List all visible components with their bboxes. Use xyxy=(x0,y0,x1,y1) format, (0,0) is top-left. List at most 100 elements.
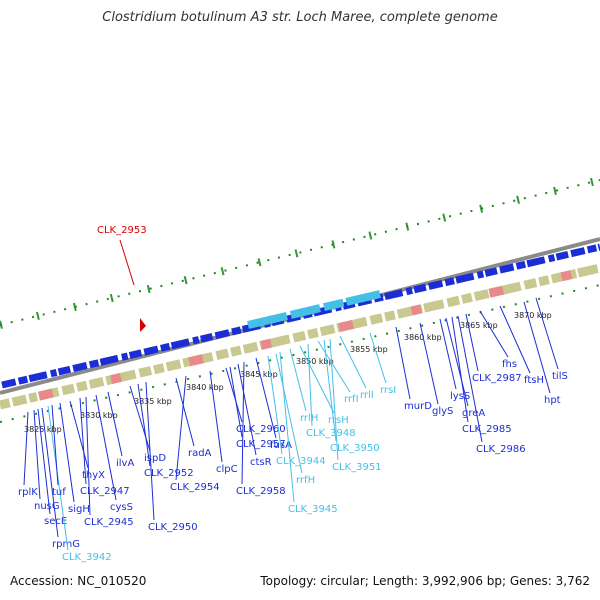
gene-leader-line xyxy=(23,411,29,486)
gene-leader-line xyxy=(175,377,195,447)
gene-label[interactable]: tuf xyxy=(52,487,66,498)
gene-leader-line xyxy=(275,353,303,474)
gene-label[interactable]: clpC xyxy=(216,464,238,475)
gene-label[interactable]: glyS xyxy=(432,406,453,417)
gene-label[interactable]: thyX xyxy=(82,470,105,481)
gene-label[interactable]: CLK_3951 xyxy=(332,462,382,473)
gene-leader-line xyxy=(451,316,469,423)
gene-label[interactable]: murD xyxy=(404,401,432,412)
gene-label[interactable]: CLK_2987 xyxy=(472,373,522,384)
gene-leader-line xyxy=(41,407,59,538)
gene-label[interactable]: CLK_3942 xyxy=(62,552,112,563)
gene-label[interactable]: CLK_2950 xyxy=(148,522,198,533)
gene-label[interactable]: CLK_3945 xyxy=(288,504,338,515)
gene-label[interactable]: CLK_2985 xyxy=(462,424,512,435)
gene-label[interactable]: radA xyxy=(188,448,212,459)
gene-label[interactable]: greA xyxy=(462,408,485,419)
gene-label[interactable]: tilS xyxy=(552,371,568,382)
gene-leader-line xyxy=(445,317,469,407)
gene-leader-line xyxy=(47,405,69,551)
gene-label[interactable]: ilvA xyxy=(116,458,134,469)
gene-label[interactable]: CLK_3944 xyxy=(276,456,326,467)
kbp-tick-label: 3850 kbp xyxy=(296,357,334,366)
gene-label[interactable]: CLK_3950 xyxy=(330,443,380,454)
gene-label[interactable]: nusG xyxy=(34,501,60,512)
gene-leader-line xyxy=(209,370,223,463)
gene-leader-line xyxy=(145,381,155,521)
gene-label[interactable]: rplK xyxy=(18,487,38,498)
gene-leader-line xyxy=(51,404,59,486)
gene-leader-line xyxy=(237,363,257,456)
gene-leader-line xyxy=(457,315,483,443)
gene-leader-line xyxy=(279,351,295,503)
accession-text: Accession: NC_010520 xyxy=(10,574,147,588)
gene-label[interactable]: CLK_2960 xyxy=(236,424,286,435)
gene-leader-line xyxy=(299,345,335,414)
gene-leader-line xyxy=(241,361,245,485)
gene-leader-line xyxy=(465,313,479,372)
gene-label[interactable]: cysS xyxy=(110,502,133,513)
kbp-tick-label: 3835 kbp xyxy=(134,397,172,406)
gene-leader-line xyxy=(339,335,367,389)
kbp-tick-label: 3840 kbp xyxy=(186,383,224,392)
outer-dotted-ring xyxy=(0,179,600,326)
gene-labels: rplKnusGsecErpmGCLK_3942tufsigHthyXCLK_2… xyxy=(18,297,568,563)
genome-summary-text: Topology: circular; Length: 3,992,906 bp… xyxy=(260,574,590,588)
cog-track-pink xyxy=(0,263,600,410)
gene-leader-line xyxy=(535,297,559,370)
gene-leader-line xyxy=(79,397,87,485)
gene-leader-line xyxy=(439,318,457,390)
gene-label[interactable]: CLK_2986 xyxy=(476,444,526,455)
gene-label[interactable]: CLK_2957 xyxy=(236,439,286,450)
gene-label[interactable]: rrsI xyxy=(380,385,396,396)
gene-label[interactable]: rpmG xyxy=(52,539,80,550)
gene-label[interactable]: ctsR xyxy=(250,457,272,468)
gene-label[interactable]: ispD xyxy=(144,453,166,464)
gene-label[interactable]: lysS xyxy=(450,391,470,402)
gene-leader-line xyxy=(307,343,313,427)
gene-leader-line xyxy=(225,367,243,423)
gene-leader-line xyxy=(329,338,339,461)
gene-label[interactable]: rrlH xyxy=(300,413,318,424)
cog-track xyxy=(0,263,600,410)
gene-leader-line xyxy=(499,305,531,374)
kbp-tick-label: 3865 kbp xyxy=(460,321,498,330)
gene-leader-line xyxy=(107,391,123,457)
gene-label[interactable]: ftsH xyxy=(524,375,544,386)
gene-label[interactable]: CLK_2945 xyxy=(84,517,134,528)
inner-dotted-ring xyxy=(0,284,600,423)
gene-label[interactable]: CLK_2954 xyxy=(170,482,220,493)
kbp-tick-label: 3830 kbp xyxy=(80,411,118,420)
gene-label[interactable]: rrfI xyxy=(344,394,359,405)
gene-label[interactable]: rrlI xyxy=(360,390,374,401)
gene-label[interactable]: hpt xyxy=(544,395,561,406)
gene-label[interactable]: CLK_3948 xyxy=(306,428,356,439)
gene-leader-line xyxy=(369,332,387,384)
gene-label[interactable]: CLK_2947 xyxy=(80,486,130,497)
gene-leader-line xyxy=(33,409,41,500)
gene-label[interactable]: rrsH xyxy=(328,415,349,426)
gene-label[interactable]: fhs xyxy=(502,359,517,370)
gene-leader-line xyxy=(175,375,187,481)
gene-leader-line xyxy=(289,348,307,412)
gene-leader-line xyxy=(95,394,117,501)
gene-label[interactable]: CLK_2952 xyxy=(144,468,194,479)
gene-leader-line xyxy=(479,310,509,358)
kbp-tick-label: 3845 kbp xyxy=(240,370,278,379)
gene-label[interactable]: CLK_2958 xyxy=(236,486,286,497)
gene-leader-line xyxy=(395,326,411,400)
gene-leader-line xyxy=(317,340,351,393)
gene-leader-line xyxy=(59,402,75,503)
gene-label[interactable]: sigH xyxy=(68,504,90,515)
pointer-line xyxy=(119,239,135,286)
kbp-tick-label: 3855 kbp xyxy=(350,345,388,354)
gene-leader-line xyxy=(137,383,151,467)
kbp-tick-label: 3870 kbp xyxy=(514,311,552,320)
gene-leader-line xyxy=(85,396,91,516)
gene-track-forward xyxy=(1,243,600,389)
gene-leader-line xyxy=(267,355,283,455)
gene-leader-line xyxy=(523,301,551,394)
gene-label[interactable]: rrfH xyxy=(296,475,315,486)
